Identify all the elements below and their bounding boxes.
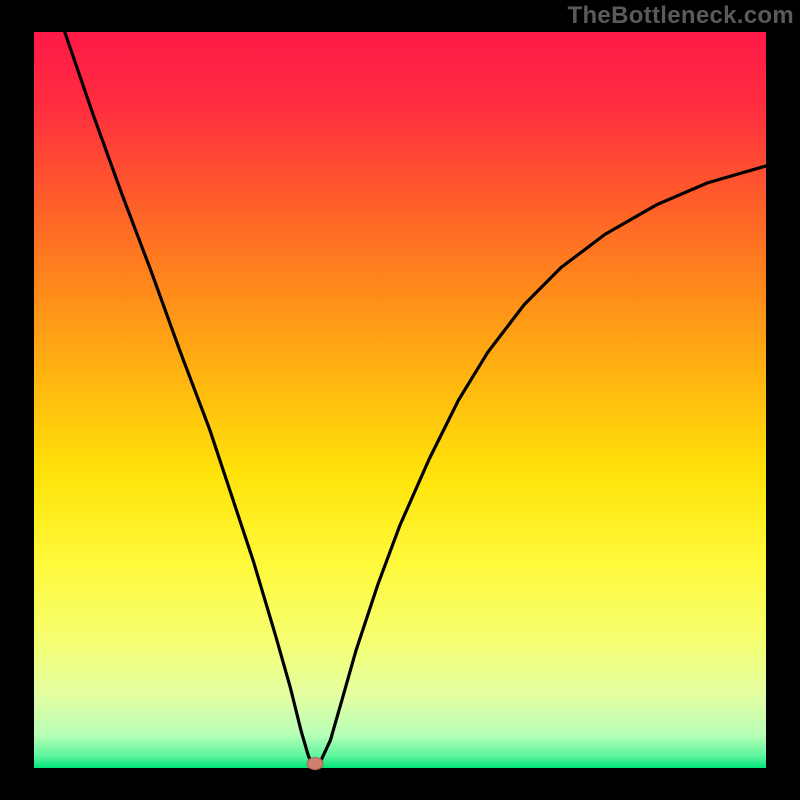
chart-container: TheBottleneck.com	[0, 0, 800, 800]
bottleneck-curve-chart	[0, 0, 800, 800]
watermark-text: TheBottleneck.com	[568, 2, 794, 30]
plot-background	[34, 32, 766, 768]
minimum-marker	[307, 758, 323, 770]
